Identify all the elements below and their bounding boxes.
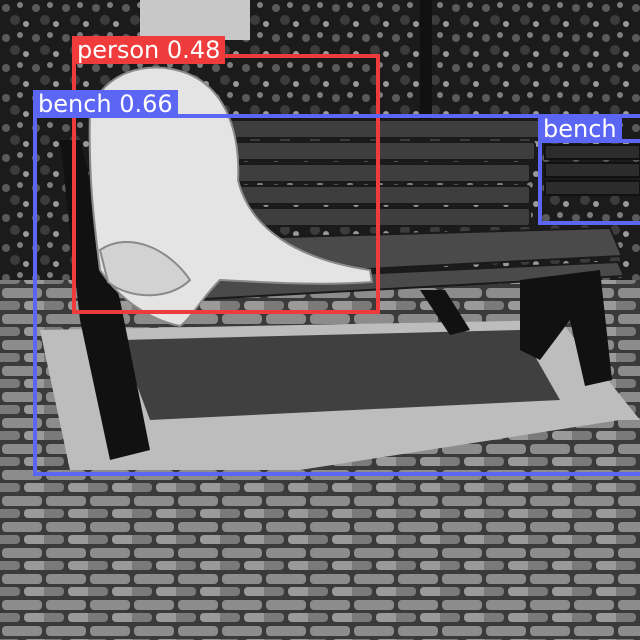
detection-label-person: person 0.48 — [72, 36, 226, 64]
jacket — [88, 66, 374, 328]
sky-patch — [140, 0, 250, 40]
detection-box-bench-right: bench — [538, 115, 640, 225]
second-bench — [544, 144, 640, 196]
bench-backrest — [219, 119, 541, 227]
detection-label-bench: bench 0.66 — [33, 90, 178, 118]
bench-shadow — [120, 330, 560, 420]
detection-box-bench: bench 0.66 — [33, 90, 640, 476]
detection-box-person: person 0.48 — [72, 36, 380, 314]
lamp-post — [420, 0, 432, 120]
detection-label-bench-right: bench — [538, 115, 622, 143]
bench-legs — [60, 140, 612, 460]
